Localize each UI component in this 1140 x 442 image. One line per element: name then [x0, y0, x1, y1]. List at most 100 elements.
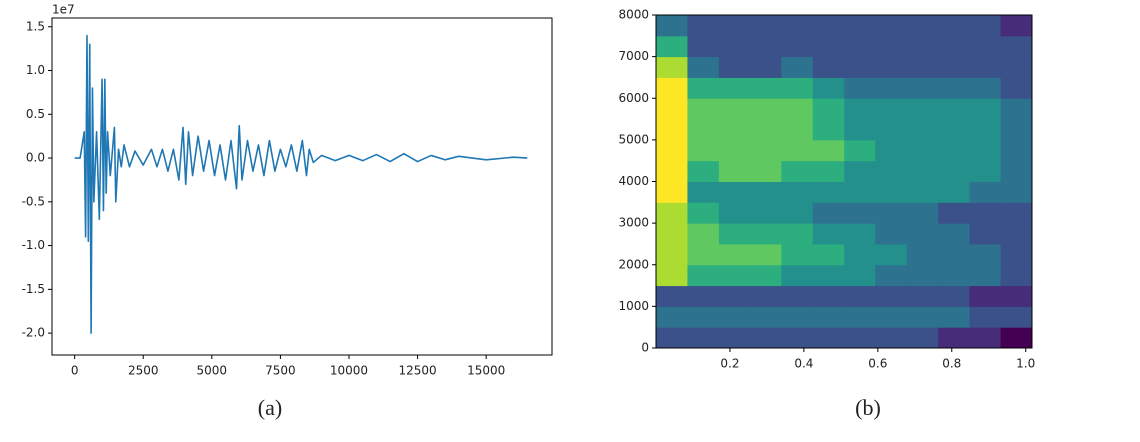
spectrogram-cell — [906, 119, 939, 141]
spectrogram-cell — [1000, 264, 1033, 287]
spectrogram-cell — [906, 264, 939, 287]
spectrogram-cell — [844, 243, 876, 266]
spectrogram-cell — [687, 264, 720, 287]
spectrogram-cell — [781, 243, 814, 266]
spectrogram-cell — [749, 243, 782, 266]
spectrogram-cell — [749, 327, 782, 349]
spectrogram-cell — [844, 119, 876, 141]
spectrogram-cell — [781, 35, 814, 58]
spectrogram-cell — [1000, 243, 1033, 266]
spectrogram-cell — [687, 35, 720, 58]
spectrogram-cell — [844, 98, 876, 120]
y-tick-label: 0 — [641, 341, 649, 355]
spectrogram-cell — [656, 285, 688, 307]
spectrogram-cell — [1000, 202, 1033, 224]
spectrogram-cell — [812, 243, 845, 266]
spectrogram-cell — [906, 181, 939, 203]
spectrogram-cell — [718, 119, 751, 141]
spectrogram-cell — [656, 139, 688, 162]
spectrogram-cell — [875, 139, 908, 162]
spectrogram-cell — [875, 160, 908, 182]
spectrogram-cell — [1000, 77, 1033, 99]
spectrogram-cell — [875, 77, 908, 99]
spectrogram-cell — [687, 327, 720, 349]
y-tick-label: -2.0 — [22, 326, 45, 340]
spectrogram-cell — [1000, 56, 1033, 78]
spectrogram-cell — [687, 119, 720, 141]
spectrogram-cell — [875, 35, 908, 58]
spectrogram-cell — [749, 119, 782, 141]
spectrogram-cell — [844, 56, 876, 78]
panel-caption: (b) — [855, 395, 881, 420]
spectrogram-cell — [875, 306, 908, 328]
spectrogram-cell — [969, 285, 1002, 307]
spectrogram-cell — [687, 243, 720, 266]
spectrogram-cell — [969, 306, 1002, 328]
panel-caption: (a) — [258, 395, 282, 420]
spectrogram-cell — [781, 202, 814, 224]
spectrogram-cell — [875, 243, 908, 266]
spectrogram-cell — [844, 285, 876, 307]
spectrogram-cell — [938, 160, 971, 182]
spectrogram-cell — [969, 139, 1002, 162]
y-tick-label: 4000 — [618, 174, 649, 188]
spectrogram-cell — [906, 306, 939, 328]
spectrogram-cell — [875, 119, 908, 141]
spectrogram-cell — [749, 15, 782, 37]
spectrogram-cell — [656, 98, 688, 120]
spectrogram-cell — [718, 56, 751, 78]
spectrogram-cell — [844, 35, 876, 58]
y-tick-label: 2000 — [618, 257, 649, 271]
spectrogram-cell — [781, 77, 814, 99]
spectrogram-cell — [875, 285, 908, 307]
spectrogram-cell — [938, 327, 971, 349]
spectrogram-cell — [875, 264, 908, 287]
y-tick-label: 3000 — [618, 216, 649, 230]
spectrogram-cell — [781, 139, 814, 162]
spectrogram-cell — [718, 306, 751, 328]
spectrogram-cell — [749, 223, 782, 245]
y-tick-label: -1.5 — [22, 282, 45, 296]
spectrogram-cell — [906, 15, 939, 37]
spectrogram-cell — [969, 56, 1002, 78]
spectrogram-cell — [844, 223, 876, 245]
spectrogram-cell — [718, 327, 751, 349]
spectrogram-cell — [749, 77, 782, 99]
spectrogram-cell — [718, 35, 751, 58]
spectrogram-cell — [812, 181, 845, 203]
spectrogram-cell — [656, 35, 688, 58]
spectrogram-cell — [1000, 139, 1033, 162]
spectrogram-cell — [749, 264, 782, 287]
spectrogram-cell — [687, 285, 720, 307]
y-tick-label: 1.0 — [26, 63, 45, 77]
spectrogram-cell — [969, 35, 1002, 58]
spectrogram-cell — [844, 139, 876, 162]
spectrogram-cell — [718, 139, 751, 162]
spectrogram-cell — [906, 285, 939, 307]
spectrogram-cell — [906, 160, 939, 182]
y-tick-label: 5000 — [618, 132, 649, 146]
x-tick-label: 2500 — [128, 364, 159, 378]
spectrogram-cell — [687, 223, 720, 245]
spectrogram-cell — [906, 223, 939, 245]
spectrogram-cell — [781, 181, 814, 203]
x-tick-label: 0 — [71, 364, 79, 378]
spectrogram-cell — [718, 264, 751, 287]
spectrogram-cell — [875, 56, 908, 78]
spectrogram-cell — [718, 15, 751, 37]
spectrogram-cell — [812, 119, 845, 141]
axis-offset-label: 1e7 — [52, 3, 75, 17]
spectrogram-cell — [656, 77, 688, 99]
spectrogram-cell — [844, 306, 876, 328]
spectrogram-cell — [656, 202, 688, 224]
spectrogram-cell — [749, 160, 782, 182]
spectrogram-cell — [812, 56, 845, 78]
spectrogram-cell — [781, 15, 814, 37]
x-tick-label: 5000 — [197, 364, 228, 378]
spectrogram-cell — [969, 223, 1002, 245]
x-tick-label: 10000 — [330, 364, 368, 378]
spectrogram-cell — [749, 181, 782, 203]
spectrogram-cell — [875, 15, 908, 37]
spectrogram-cell — [781, 160, 814, 182]
